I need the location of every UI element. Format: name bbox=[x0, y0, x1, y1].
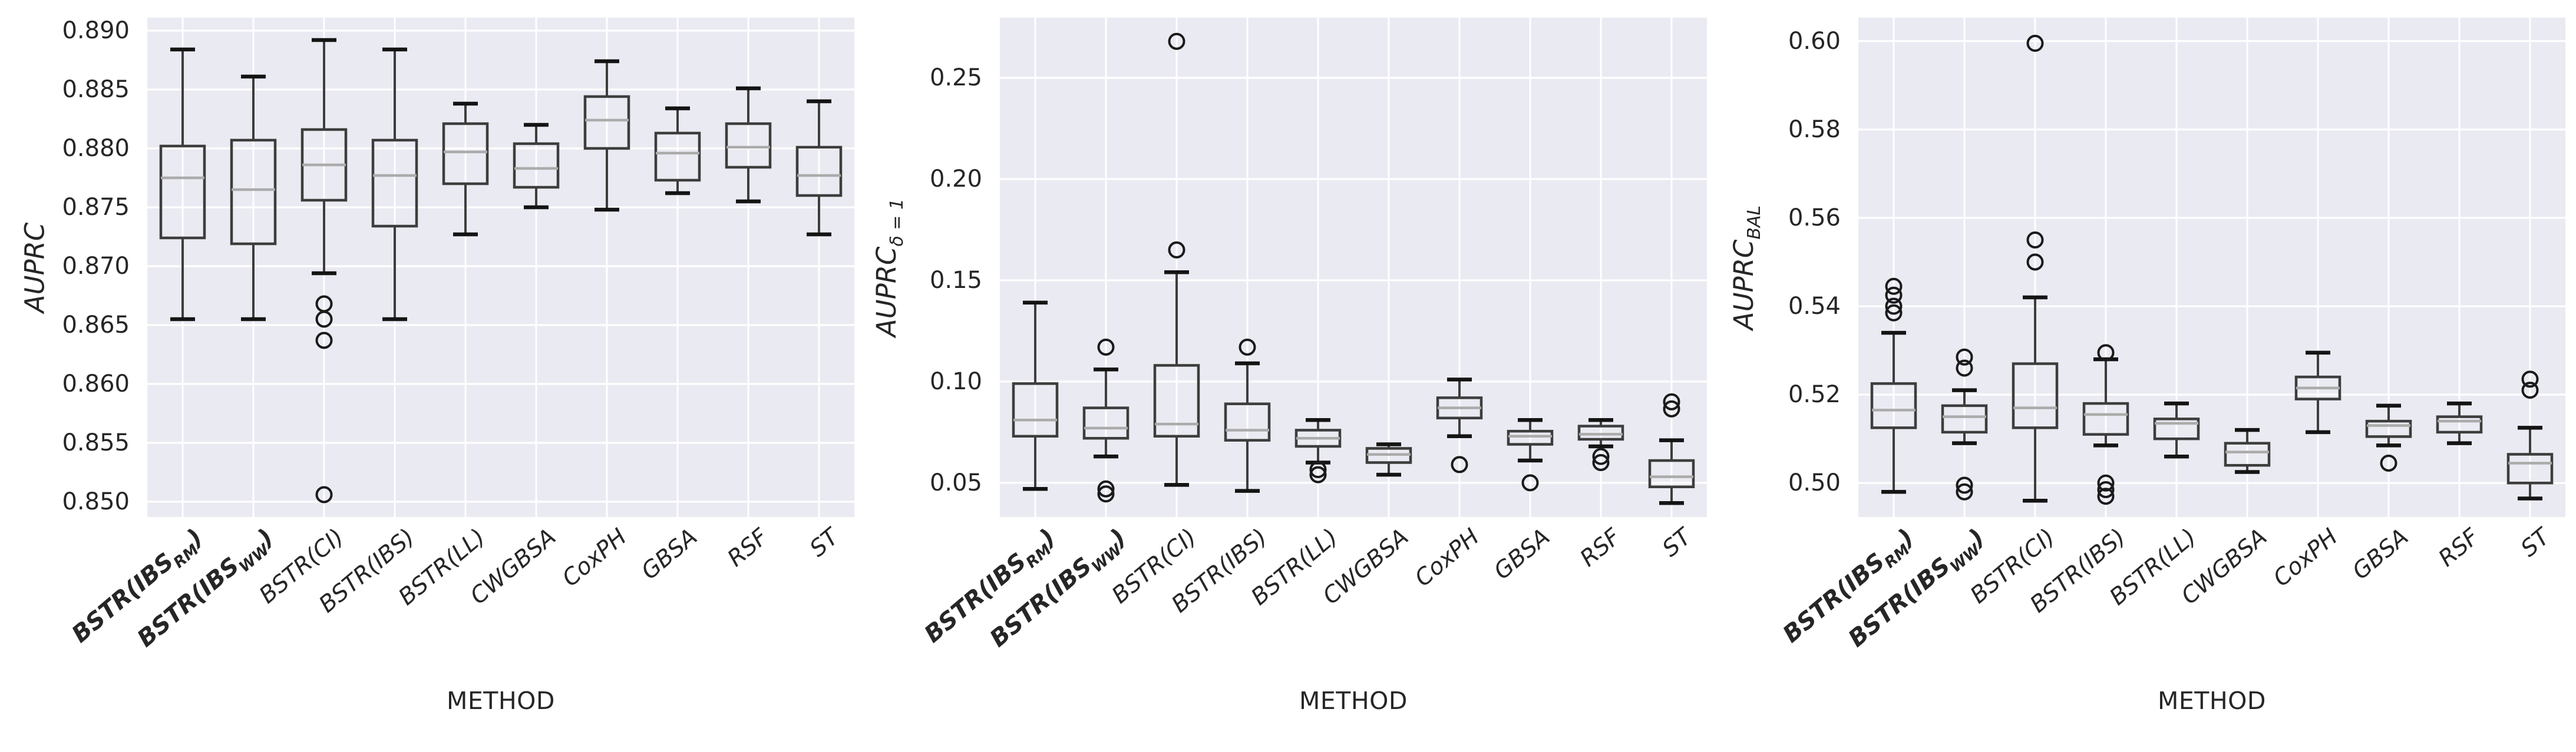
y-tick-label: 0.52 bbox=[1788, 381, 1841, 409]
outlier-point bbox=[1097, 338, 1115, 356]
panel-auprc-plot-area bbox=[147, 18, 854, 517]
x-axis-label-method-panel3: METHOD bbox=[2158, 687, 2266, 715]
outlier-point bbox=[1521, 474, 1539, 492]
box-iqr bbox=[2365, 419, 2412, 438]
box-iqr bbox=[1082, 406, 1130, 440]
y-axis-label-auprc-bal: AUPRCBAL bbox=[1728, 18, 1765, 517]
outlier-point bbox=[1885, 297, 1903, 315]
outlier-point bbox=[2026, 253, 2044, 271]
y-tick-label: 0.880 bbox=[62, 135, 130, 162]
outlier-point bbox=[2097, 481, 2115, 498]
x-axis-label-method-panel2: METHOD bbox=[1299, 687, 1408, 715]
box-iqr bbox=[1153, 364, 1200, 438]
outlier-point bbox=[1885, 286, 1903, 304]
panel-auprc-bal-plot-area bbox=[1858, 18, 2565, 517]
y-tick-label: 0.58 bbox=[1788, 115, 1841, 143]
y-axis-label-subscript: δ = 1 bbox=[887, 198, 908, 247]
box-iqr bbox=[442, 122, 489, 185]
outlier-point bbox=[1592, 453, 1610, 471]
outlier-point bbox=[1309, 466, 1327, 483]
outlier-point bbox=[1097, 485, 1115, 503]
box-iqr bbox=[230, 138, 277, 246]
outlier-point bbox=[1956, 476, 1973, 494]
outlier-point bbox=[1309, 461, 1327, 479]
outlier-point bbox=[2026, 35, 2044, 52]
box-iqr bbox=[1941, 404, 1988, 434]
outlier-point bbox=[1592, 448, 1610, 465]
outlier-point bbox=[1956, 348, 1973, 366]
y-tick-label: 0.10 bbox=[929, 367, 982, 395]
y-tick-label: 0.50 bbox=[1788, 469, 1841, 497]
box-iqr bbox=[795, 145, 843, 197]
outlier-point bbox=[315, 332, 333, 349]
y-tick-label: 0.54 bbox=[1788, 293, 1841, 320]
outlier-point bbox=[2097, 344, 2115, 362]
y-tick-label: 0.25 bbox=[929, 64, 982, 92]
outlier-point bbox=[2097, 488, 2115, 505]
y-tick-label: 0.860 bbox=[62, 370, 130, 397]
outlier-point bbox=[2097, 474, 2115, 492]
panel-auprc-delta-1 bbox=[1000, 18, 1707, 517]
outlier-point bbox=[315, 486, 333, 503]
outlier-point bbox=[1663, 400, 1680, 418]
y-tick-label: 0.20 bbox=[929, 165, 982, 193]
box-iqr bbox=[1224, 402, 1271, 442]
box-iqr bbox=[654, 131, 701, 182]
outlier-point bbox=[315, 310, 333, 328]
y-tick-label: 0.875 bbox=[62, 194, 130, 221]
box-iqr bbox=[1507, 429, 1554, 446]
y-tick-label: 0.885 bbox=[62, 76, 130, 103]
box-iqr bbox=[2082, 402, 2129, 436]
outlier-point bbox=[1663, 393, 1680, 410]
panel-auprc-bal bbox=[1858, 18, 2565, 517]
outlier-point bbox=[1097, 480, 1115, 498]
y-tick-label: 0.850 bbox=[62, 488, 130, 515]
x-axis-label-method-panel1: METHOD bbox=[447, 687, 555, 715]
box-iqr bbox=[2224, 442, 2271, 467]
outlier-point bbox=[1239, 338, 1256, 356]
outlier-point bbox=[1885, 304, 1903, 322]
y-tick-label: 0.56 bbox=[1788, 204, 1841, 231]
panel-auprc bbox=[147, 18, 854, 517]
box-iqr bbox=[371, 138, 418, 228]
outlier-point bbox=[1885, 277, 1903, 295]
box-iqr bbox=[1870, 382, 1917, 429]
box-iqr bbox=[513, 142, 560, 189]
outlier-point bbox=[1168, 32, 1185, 50]
box-iqr bbox=[2012, 362, 2059, 429]
outlier-point bbox=[2521, 382, 2539, 399]
y-tick-label: 0.865 bbox=[62, 312, 130, 339]
box-iqr bbox=[2506, 453, 2554, 485]
box-iqr bbox=[725, 122, 772, 169]
box-iqr bbox=[2153, 418, 2200, 440]
y-tick-label: 0.60 bbox=[1788, 27, 1841, 55]
outlier-point bbox=[2380, 454, 2397, 472]
outlier-point bbox=[1956, 483, 1973, 501]
outlier-point bbox=[2521, 370, 2539, 388]
outlier-point bbox=[1168, 241, 1185, 259]
box-iqr bbox=[1577, 425, 1624, 441]
y-tick-label: 0.890 bbox=[62, 17, 130, 44]
y-tick-label: 0.870 bbox=[62, 253, 130, 280]
box-iqr bbox=[2436, 415, 2483, 434]
outlier-point bbox=[2026, 231, 2044, 249]
y-tick-label: 0.855 bbox=[62, 429, 130, 456]
box-iqr bbox=[1648, 459, 1695, 489]
outlier-point bbox=[1451, 456, 1468, 473]
y-tick-label: 0.05 bbox=[929, 469, 982, 496]
box-iqr bbox=[1012, 382, 1059, 438]
box-iqr bbox=[159, 144, 206, 240]
outlier-point bbox=[1956, 359, 1973, 377]
box-iqr bbox=[583, 95, 630, 150]
y-tick-label: 0.15 bbox=[929, 267, 982, 294]
